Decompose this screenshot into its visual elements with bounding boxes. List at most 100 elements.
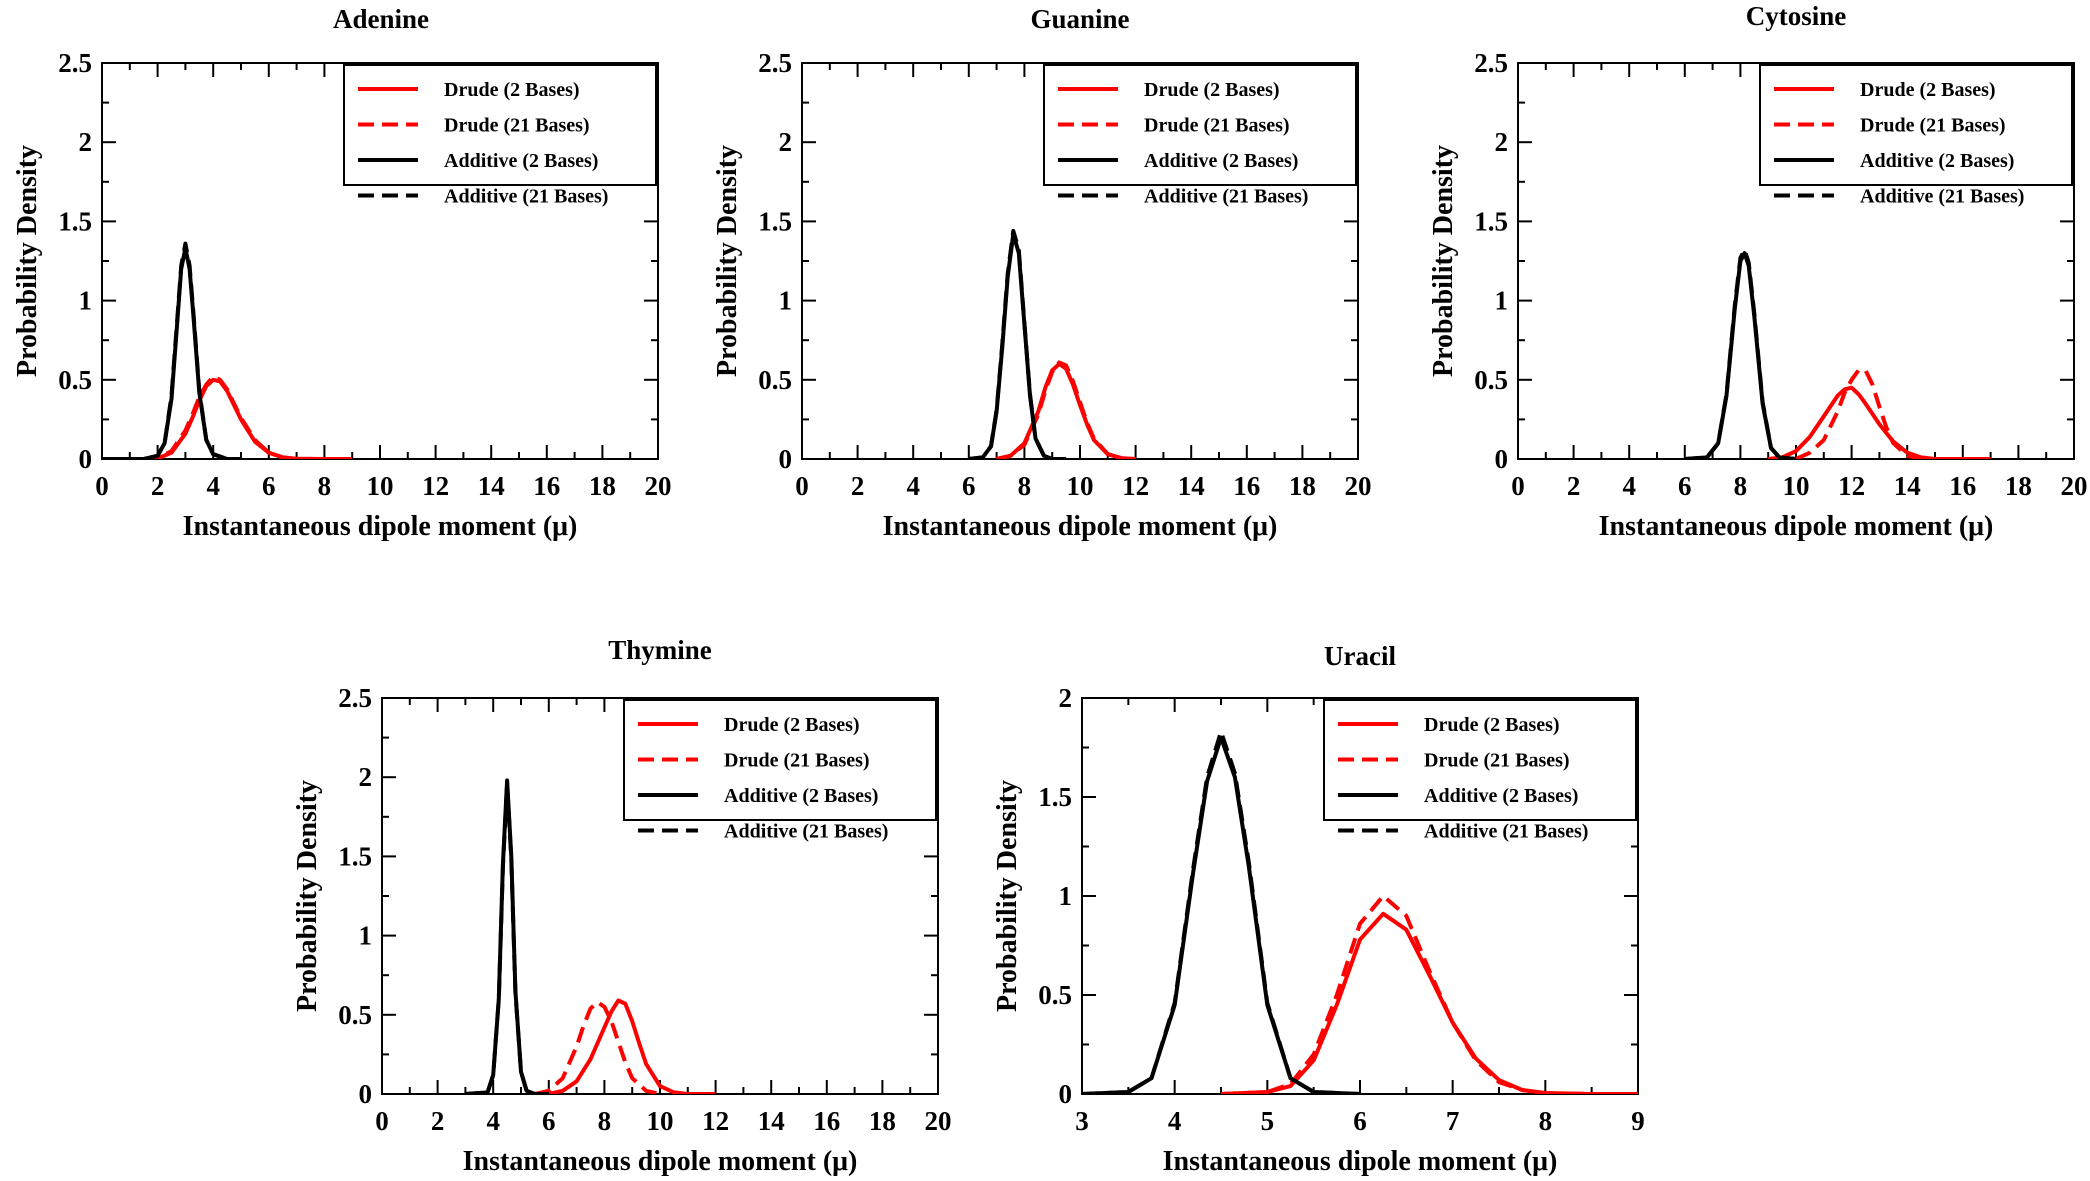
y-tick-label: 1 [779, 286, 793, 316]
series-line-4 [1082, 729, 1361, 1094]
series-line-3 [465, 778, 549, 1094]
legend-label: Drude (21 Bases) [724, 750, 870, 772]
x-tick-label: 16 [813, 1106, 840, 1136]
x-tick-label: 18 [1289, 471, 1316, 501]
series-line-4 [1684, 247, 1797, 459]
series-line-1 [1767, 385, 1991, 459]
x-tick-label: 20 [645, 471, 672, 501]
legend: Drude (2 Bases) Drude (21 Bases) Additive … [1323, 699, 1637, 843]
series-line-2 [143, 374, 325, 459]
series-line-3 [1684, 251, 1797, 459]
x-tick-label: 4 [1168, 1106, 1182, 1136]
legend-label: Drude (2 Bases) [1424, 714, 1560, 736]
x-tick-label: 0 [795, 471, 809, 501]
x-axis-label: Instantaneous dipole moment (μ) [1163, 1146, 1558, 1177]
x-tick-label: 14 [1894, 471, 1921, 501]
x-tick-label: 12 [1122, 471, 1149, 501]
x-tick-label: 12 [702, 1106, 729, 1136]
legend: Drude (2 Bases) Drude (21 Bases) Additive … [623, 699, 937, 843]
chart-thymine: Thymine 0 2 4 6 8 10 12 14 16 18 20 0 0.5 1 1.5 2 2.5 Inst… [292, 635, 952, 1177]
y-tick-label: 2.5 [338, 683, 372, 713]
legend-label: Drude (21 Bases) [1144, 115, 1290, 137]
x-axis-label: Instantaneous dipole moment (μ) [1599, 511, 1994, 542]
x-tick-label: 10 [647, 1106, 674, 1136]
x-tick-label: 0 [375, 1106, 389, 1136]
x-axis-label: Instantaneous dipole moment (μ) [883, 511, 1278, 542]
legend-box [343, 64, 657, 186]
x-tick-label: 20 [925, 1106, 952, 1136]
y-axis-label: Probability Density [1428, 145, 1459, 377]
y-tick-label: 2 [779, 127, 793, 157]
legend-label: Drude (2 Bases) [1860, 79, 1996, 101]
y-axis-label: Probability Density [712, 145, 743, 377]
x-tick-label: 2 [151, 471, 165, 501]
legend-label: Additive (2 Bases) [1424, 785, 1578, 807]
y-tick-label: 2.5 [58, 48, 92, 78]
x-tick-label: 14 [1178, 471, 1205, 501]
y-axis-label: Probability Density [12, 145, 43, 377]
x-tick-label: 16 [1233, 471, 1260, 501]
chart-title: Uracil [1324, 641, 1396, 671]
y-tick-label: 0.5 [338, 1000, 372, 1030]
y-tick-label: 0.5 [1474, 365, 1508, 395]
legend-label: Drude (2 Bases) [1144, 79, 1280, 101]
y-tick-label: 0 [79, 444, 93, 474]
x-axis-label: Instantaneous dipole moment (μ) [183, 511, 578, 542]
y-tick-label: 1 [1059, 881, 1073, 911]
series-line-3 [102, 246, 241, 459]
x-tick-label: 4 [486, 1106, 500, 1136]
x-tick-label: 2 [1567, 471, 1581, 501]
chart-title: Thymine [608, 635, 712, 665]
x-tick-label: 4 [906, 471, 920, 501]
x-tick-label: 6 [542, 1106, 556, 1136]
legend-label: Additive (21 Bases) [1144, 186, 1308, 208]
x-tick-label: 6 [262, 471, 276, 501]
x-tick-label: 18 [869, 1106, 896, 1136]
x-tick-label: 2 [851, 471, 865, 501]
x-tick-label: 8 [318, 471, 332, 501]
y-tick-label: 0 [1059, 1079, 1073, 1109]
x-tick-label: 18 [2005, 471, 2032, 501]
series-line-4 [102, 241, 241, 459]
chart-title: Cytosine [1746, 1, 1847, 31]
y-tick-label: 0.5 [758, 365, 792, 395]
series-line-3 [968, 232, 1067, 459]
x-axis-label: Instantaneous dipole moment (μ) [463, 1146, 858, 1177]
x-tick-label: 10 [1067, 471, 1094, 501]
chart-cytosine: Cytosine 0 2 4 6 8 10 12 14 16 18 20 0 0.5 1 1.5 2 2.5 Ins… [1428, 1, 2088, 542]
series-line-1 [996, 362, 1136, 459]
x-tick-label: 20 [2061, 471, 2088, 501]
legend: Drude (2 Bases) Drude (21 Bases) Additive … [343, 64, 657, 208]
series-line-2 [1795, 368, 1922, 459]
x-tick-label: 9 [1631, 1106, 1645, 1136]
legend: Drude (2 Bases) Drude (21 Bases) Additive … [1043, 64, 1357, 208]
x-tick-label: 0 [95, 471, 109, 501]
x-tick-label: 5 [1261, 1106, 1275, 1136]
y-axis-label: Probability Density [292, 780, 323, 1012]
y-tick-label: 0 [779, 444, 793, 474]
x-tick-label: 10 [367, 471, 394, 501]
x-tick-label: 10 [1783, 471, 1810, 501]
x-tick-label: 12 [422, 471, 449, 501]
x-tick-label: 18 [589, 471, 616, 501]
legend-label: Additive (2 Bases) [444, 150, 598, 172]
x-tick-label: 2 [431, 1106, 445, 1136]
legend-label: Drude (21 Bases) [444, 115, 590, 137]
series-line-1 [1220, 911, 1638, 1094]
series-line-4 [465, 781, 549, 1094]
series-line-2 [996, 360, 1136, 459]
x-tick-label: 6 [1678, 471, 1692, 501]
series-line-2 [534, 1000, 661, 1094]
y-tick-label: 0.5 [58, 365, 92, 395]
x-tick-label: 6 [962, 471, 976, 501]
y-tick-label: 2 [1495, 127, 1509, 157]
x-tick-label: 4 [206, 471, 220, 501]
x-tick-label: 7 [1446, 1106, 1460, 1136]
legend-label: Additive (2 Bases) [724, 785, 878, 807]
y-tick-label: 2.5 [1474, 48, 1508, 78]
chart-adenine: Adenine 0 2 4 6 8 10 12 14 16 18 20 0 0.5 1 1.5 2 2.5 Inst… [12, 4, 672, 542]
x-tick-label: 14 [758, 1106, 785, 1136]
x-tick-label: 12 [1838, 471, 1865, 501]
x-tick-label: 8 [1734, 471, 1748, 501]
y-axis-label: Probability Density [992, 780, 1023, 1012]
